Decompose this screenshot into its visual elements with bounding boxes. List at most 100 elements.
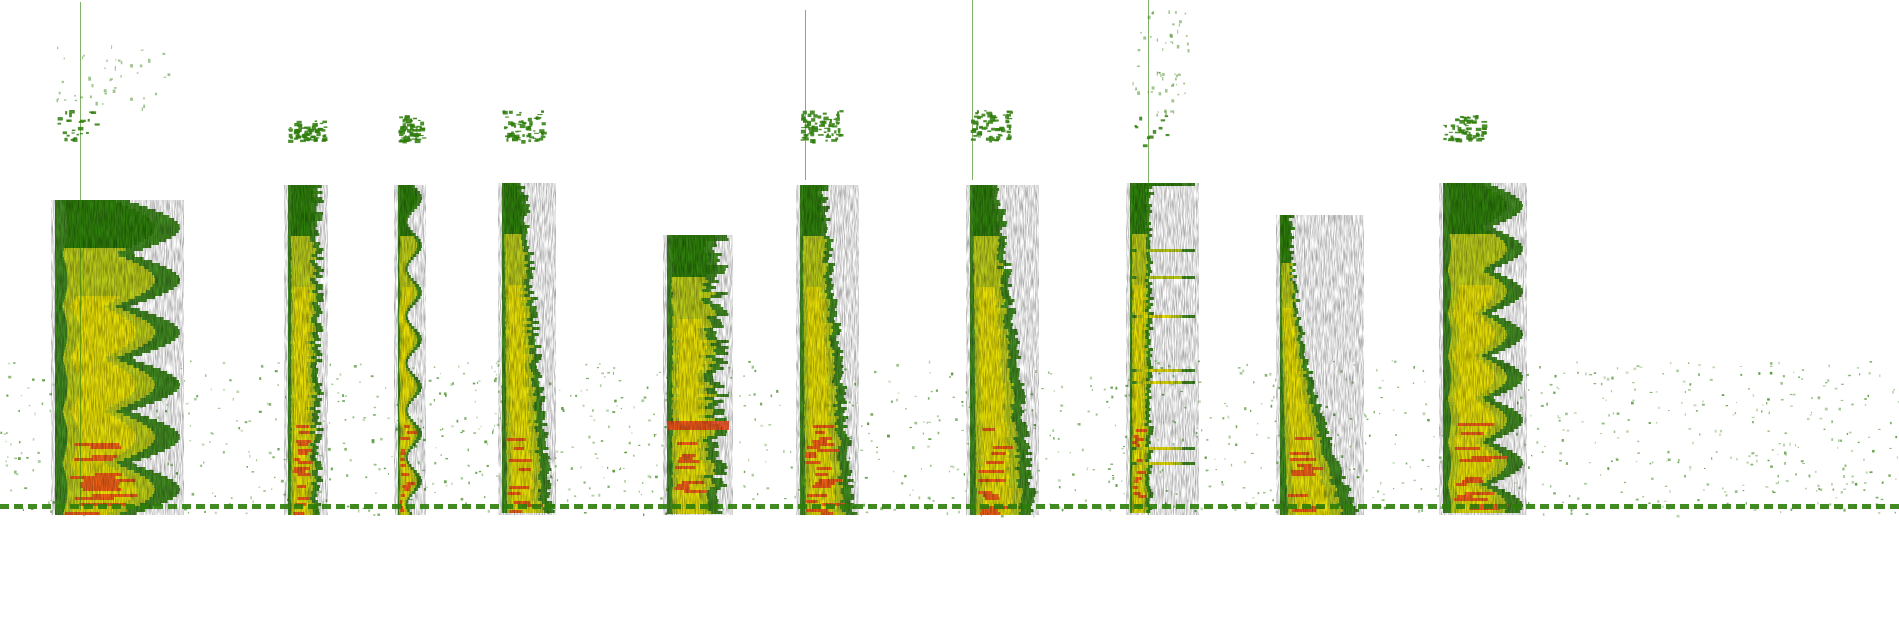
noise-speck <box>1844 464 1847 467</box>
noise-speck <box>1272 384 1275 388</box>
noise-speck <box>37 460 41 463</box>
noise-speck <box>1750 463 1754 466</box>
noise-speck <box>1198 381 1202 383</box>
noise-speck <box>1600 433 1602 434</box>
harmonic-speck <box>1482 128 1487 130</box>
harmonic-speck <box>521 120 524 124</box>
noise-speck <box>614 399 617 403</box>
noise-speck <box>274 370 278 373</box>
noise-speck <box>6 394 9 397</box>
noise-speck <box>1052 429 1055 432</box>
harmonic-speck <box>970 138 976 141</box>
noise-speck <box>10 489 13 492</box>
noise-speck <box>909 426 912 429</box>
harmonic-speck <box>1143 36 1147 40</box>
noise-speck <box>1542 513 1545 516</box>
noise-speck <box>15 473 19 476</box>
noise-speck <box>1383 506 1387 510</box>
harmonic-speck <box>57 98 59 100</box>
noise-speck <box>1712 366 1715 369</box>
noise-speck <box>892 470 895 473</box>
noise-speck <box>1661 505 1664 508</box>
noise-speck <box>1544 445 1546 448</box>
noise-speck <box>1681 401 1683 404</box>
harmonic-speck <box>1448 131 1453 133</box>
harmonic-speck <box>835 121 839 123</box>
noise-speck <box>1573 412 1577 414</box>
noise-speck <box>8 362 10 365</box>
noise-speck <box>598 363 601 365</box>
noise-speck <box>184 508 187 511</box>
noise-speck <box>1221 483 1225 486</box>
noise-speck <box>1868 372 1871 375</box>
noise-speck <box>1751 452 1755 455</box>
noise-speck <box>1652 461 1654 464</box>
noise-speck <box>1663 500 1667 502</box>
harmonic-speck <box>82 56 84 60</box>
noise-speck <box>753 393 756 396</box>
noise-speck <box>1110 386 1113 389</box>
harmonic-speck <box>839 110 844 113</box>
harmonic-speck <box>828 124 834 128</box>
noise-speck <box>342 400 345 402</box>
noise-speck <box>1784 462 1786 465</box>
harmonic-speck <box>999 126 1004 129</box>
harmonic-speck <box>526 134 531 138</box>
noise-speck <box>760 424 764 427</box>
noise-speck <box>927 397 930 400</box>
noise-speck <box>214 495 217 497</box>
noise-speck <box>1273 395 1275 399</box>
harmonic-speck <box>1463 118 1468 122</box>
noise-speck <box>1806 417 1810 421</box>
noise-speck <box>1831 483 1833 486</box>
noise-speck <box>258 486 261 488</box>
harmonic-speck <box>1459 119 1466 124</box>
noise-speck <box>494 413 497 415</box>
noise-speck <box>613 508 616 511</box>
noise-speck <box>618 380 622 382</box>
noise-speck <box>1584 482 1587 485</box>
noise-speck <box>656 373 658 376</box>
harmonic-speck <box>143 97 145 100</box>
noise-speck <box>26 456 29 459</box>
marker-line <box>80 2 81 510</box>
harmonic-speck <box>1448 137 1454 141</box>
texture <box>284 185 328 515</box>
noise-speck <box>1114 424 1116 427</box>
noise-speck <box>342 442 346 444</box>
noise-speck <box>584 512 587 514</box>
noise-speck <box>912 446 915 450</box>
noise-speck <box>589 415 593 417</box>
noise-speck <box>1879 374 1881 378</box>
harmonic-speck <box>1173 110 1175 114</box>
noise-speck <box>1841 383 1844 385</box>
harmonic-speck <box>66 134 70 137</box>
noise-speck <box>1204 456 1207 459</box>
noise-speck <box>923 421 925 423</box>
harmonic-speck <box>1178 23 1180 27</box>
noise-speck <box>1777 474 1779 478</box>
noise-speck <box>377 513 381 516</box>
noise-speck <box>1669 490 1671 493</box>
noise-speck <box>1798 376 1800 378</box>
noise-speck <box>1736 458 1738 461</box>
noise-speck <box>1615 457 1618 461</box>
noise-speck <box>893 508 897 511</box>
harmonic-speck <box>990 115 996 117</box>
harmonic-speck <box>1006 113 1011 117</box>
spectral-segment <box>498 110 556 515</box>
harmonic-speck <box>70 138 75 141</box>
noise-speck <box>370 375 374 378</box>
noise-speck <box>1121 448 1124 450</box>
noise-speck <box>888 380 891 383</box>
harmonic-speck <box>409 125 414 129</box>
harmonic-speck <box>141 107 143 112</box>
noise-speck <box>582 404 585 407</box>
harmonic-speck <box>1183 82 1186 85</box>
harmonic-speck <box>976 110 979 114</box>
noise-speck <box>1528 389 1530 391</box>
noise-speck <box>1242 487 1246 489</box>
noise-speck <box>1554 374 1557 378</box>
noise-speck <box>1699 433 1701 436</box>
noise-speck <box>778 404 781 407</box>
